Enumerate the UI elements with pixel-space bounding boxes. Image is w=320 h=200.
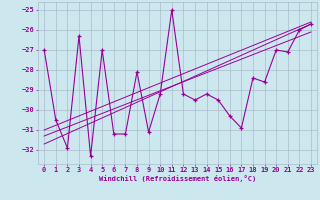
X-axis label: Windchill (Refroidissement éolien,°C): Windchill (Refroidissement éolien,°C) [99, 175, 256, 182]
